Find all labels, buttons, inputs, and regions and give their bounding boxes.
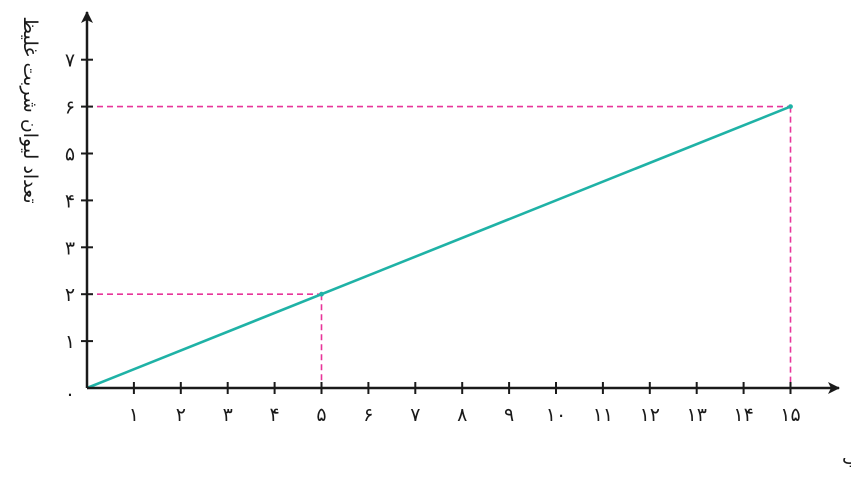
y-axis-title: تعداد لیوان شربت غلیظ: [19, 16, 41, 203]
y-tick-label: ۵: [65, 144, 75, 166]
x-tick-label: ۵: [316, 404, 326, 426]
y-tick-label: ۶: [65, 97, 75, 119]
x-axis-title: تعداد لیوان آب: [842, 445, 851, 469]
data-point: [788, 104, 793, 109]
series-layer: [86, 104, 793, 390]
x-tick-label: ۱: [129, 404, 139, 426]
origin-label: ۰: [65, 383, 75, 405]
guide-lines: [87, 105, 792, 388]
y-tick-label: ۲: [65, 284, 75, 306]
y-tick-label: ۷: [65, 50, 75, 72]
y-axis-ticks: ۱ ۲ ۳ ۴ ۵ ۶ ۷: [65, 50, 93, 353]
x-tick-label: ۲: [176, 404, 186, 426]
y-tick-label: ۳: [65, 237, 75, 259]
x-tick-label: ۱۳: [686, 404, 706, 426]
x-tick-label: ۸: [457, 404, 467, 426]
x-axis-ticks: ۱ ۲ ۳ ۴ ۵ ۶ ۷ ۸ ۹ ۱۰ ۱۱ ۱۲ ۱۳ ۱۴ ۱۵: [129, 382, 801, 426]
x-tick-label: ۹: [504, 404, 514, 426]
x-tick-label: ۱۲: [640, 404, 660, 426]
series-line: [86, 105, 791, 390]
x-tick-label: ۳: [223, 404, 233, 426]
x-tick-label: ۷: [410, 404, 420, 426]
x-tick-label: ۱۰: [546, 404, 566, 426]
y-tick-label: ۱: [65, 331, 75, 353]
x-tick-label: ۱۵: [780, 404, 800, 426]
data-point: [319, 291, 324, 297]
x-tick-label: ۴: [269, 404, 279, 426]
y-tick-label: ۴: [65, 190, 75, 212]
x-tick-label: ۶: [363, 404, 373, 426]
x-tick-label: ۱۴: [733, 404, 753, 426]
x-tick-label: ۱۱: [593, 404, 613, 426]
